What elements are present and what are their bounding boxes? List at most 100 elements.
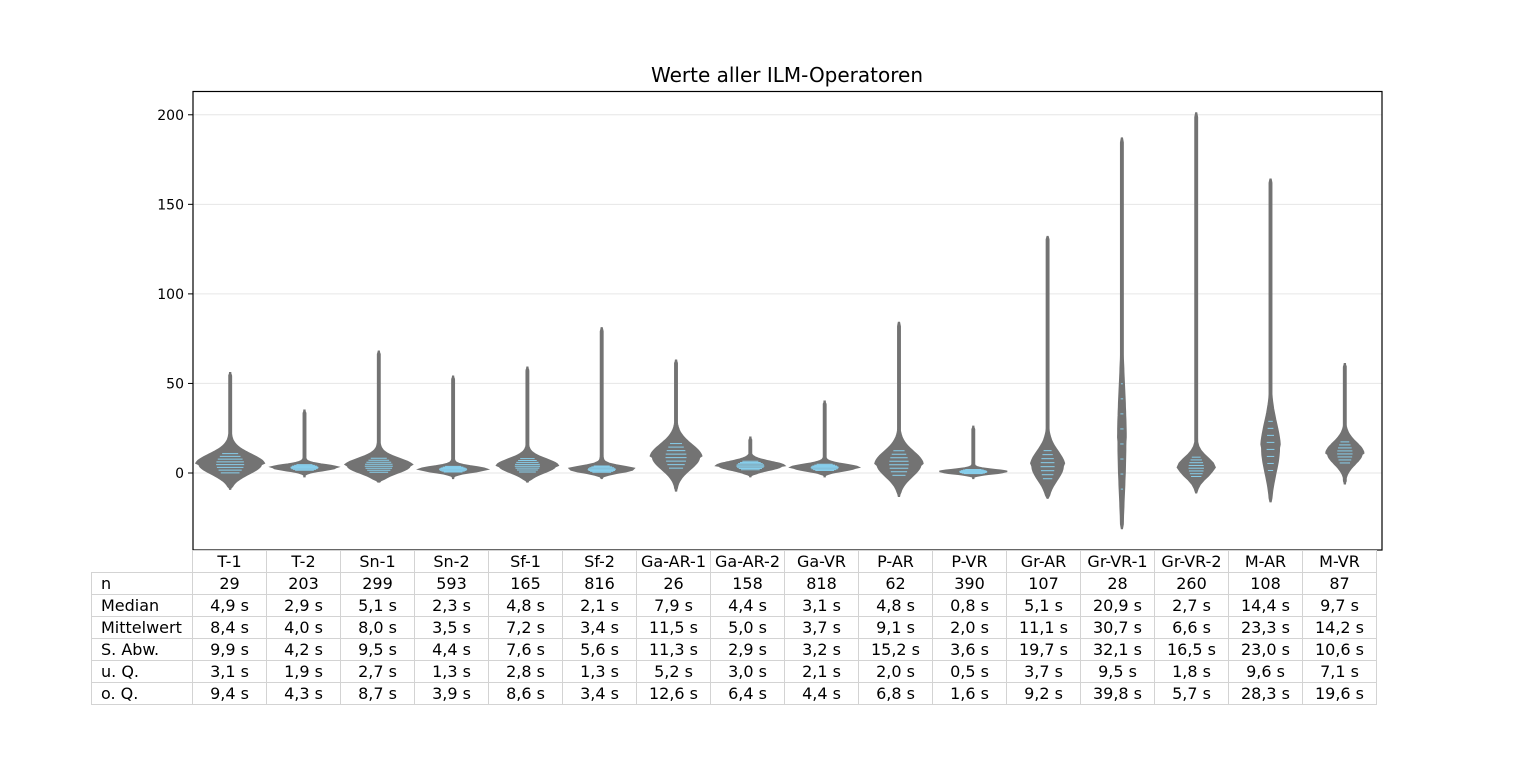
table-cell: 8,7 s xyxy=(340,682,415,705)
table-cell: 6,6 s xyxy=(1154,616,1229,639)
table-cell: 1,8 s xyxy=(1154,660,1229,683)
table-cell: 39,8 s xyxy=(1080,682,1155,705)
table-cell: 3,9 s xyxy=(414,682,489,705)
table-cell: 3,4 s xyxy=(562,682,637,705)
table-cell: 20,9 s xyxy=(1080,594,1155,617)
table-row: o. Q. 9,4 s 4,3 s 8,7 s 3,9 s 8,6 s 3,4 s 12,6 … xyxy=(91,682,1377,705)
table-cell: 2,1 s xyxy=(562,594,637,617)
table-cell: 15,2 s xyxy=(858,638,933,661)
table-row-label: Median xyxy=(91,594,193,617)
violin-shape xyxy=(1176,112,1216,494)
y-tick-label: 0 xyxy=(175,466,184,482)
table-cell: 3,7 s xyxy=(1006,660,1081,683)
violin-shape xyxy=(1029,235,1066,499)
table-column-header: Sn-2 xyxy=(414,550,489,573)
table-cell: 818 xyxy=(784,572,859,595)
violin-Sf-2 xyxy=(567,327,636,480)
table-corner xyxy=(91,550,193,573)
violin-Gr-VR-1 xyxy=(1117,137,1127,530)
table-cell: 2,1 s xyxy=(784,660,859,683)
violin-Sn-1 xyxy=(343,350,414,483)
y-tick-label: 150 xyxy=(157,197,184,213)
table-cell: 3,1 s xyxy=(784,594,859,617)
violin-shape xyxy=(343,350,414,483)
y-tick-label: 50 xyxy=(166,376,184,392)
table-cell: 3,0 s xyxy=(710,660,785,683)
violin-shape xyxy=(495,366,560,483)
table-header-row: T-1 T-2 Sn-1 Sn-2 Sf-1 Sf-2 Ga-AR-1 Ga-AR-2 Ga-V… xyxy=(91,550,1377,573)
table-cell: 8,4 s xyxy=(192,616,267,639)
table-cell: 3,1 s xyxy=(192,660,267,683)
table-cell: 7,9 s xyxy=(636,594,711,617)
table-cell: 4,4 s xyxy=(784,682,859,705)
table-column-header: Ga-AR-2 xyxy=(710,550,785,573)
table-cell: 3,7 s xyxy=(784,616,859,639)
table-cell: 9,9 s xyxy=(192,638,267,661)
table-cell: 1,3 s xyxy=(562,660,637,683)
violin-shape xyxy=(939,425,1008,480)
table-cell: 2,9 s xyxy=(710,638,785,661)
table-cell: 3,2 s xyxy=(784,638,859,661)
table-cell: 23,3 s xyxy=(1228,616,1303,639)
table-cell: 1,9 s xyxy=(266,660,341,683)
table-row: Median 4,9 s 2,9 s 5,1 s 2,3 s 4,8 s 2,1 s 7,9 … xyxy=(91,594,1377,617)
violin-Sf-1 xyxy=(495,366,560,483)
violin-shape xyxy=(1325,362,1365,485)
table-cell: 2,7 s xyxy=(1154,594,1229,617)
violin-shape xyxy=(268,409,341,478)
violin-M-AR xyxy=(1260,178,1281,503)
statistics-table: T-1 T-2 Sn-1 Sn-2 Sf-1 Sf-2 Ga-AR-1 Ga-AR-2 Ga-V… xyxy=(91,550,1377,705)
table-cell: 32,1 s xyxy=(1080,638,1155,661)
table-cell: 2,3 s xyxy=(414,594,489,617)
table-cell: 4,4 s xyxy=(414,638,489,661)
table-cell: 16,5 s xyxy=(1154,638,1229,661)
table-cell: 11,3 s xyxy=(636,638,711,661)
violin-Sn-2 xyxy=(416,375,491,480)
table-cell: 9,1 s xyxy=(858,616,933,639)
table-cell: 14,4 s xyxy=(1228,594,1303,617)
grid-lines xyxy=(193,114,1382,474)
table-cell: 0,8 s xyxy=(932,594,1007,617)
table-cell: 19,6 s xyxy=(1302,682,1377,705)
table-cell: 5,7 s xyxy=(1154,682,1229,705)
violin-shape xyxy=(567,327,636,480)
violin-P-AR xyxy=(874,321,924,498)
table-cell: 62 xyxy=(858,572,933,595)
violin-Ga-AR-2 xyxy=(714,436,787,478)
violin-T-1 xyxy=(194,371,266,490)
table-row-label: S. Abw. xyxy=(91,638,193,661)
table-cell: 14,2 s xyxy=(1302,616,1377,639)
table-cell: 28,3 s xyxy=(1228,682,1303,705)
violin-Ga-AR-1 xyxy=(649,359,703,492)
table-column-header: Gr-VR-2 xyxy=(1154,550,1229,573)
table-cell: 29 xyxy=(192,572,267,595)
violin-shape xyxy=(649,359,703,492)
table-cell: 5,1 s xyxy=(1006,594,1081,617)
table-cell: 2,7 s xyxy=(340,660,415,683)
table-cell: 6,8 s xyxy=(858,682,933,705)
table-column-header: Sf-1 xyxy=(488,550,563,573)
table-cell: 1,6 s xyxy=(932,682,1007,705)
y-tick-label: 200 xyxy=(157,108,184,124)
table-cell: 108 xyxy=(1228,572,1303,595)
table-row-label: o. Q. xyxy=(91,682,193,705)
violin-Gr-VR-2 xyxy=(1176,112,1216,494)
table-cell: 87 xyxy=(1302,572,1377,595)
violin-M-VR xyxy=(1325,362,1365,485)
table-cell: 5,2 s xyxy=(636,660,711,683)
table-row-label: Mittelwert xyxy=(91,616,193,639)
table-cell: 9,6 s xyxy=(1228,660,1303,683)
violin-shape xyxy=(874,321,924,498)
table-cell: 11,5 s xyxy=(636,616,711,639)
table-column-header: T-1 xyxy=(192,550,267,573)
table-cell: 0,5 s xyxy=(932,660,1007,683)
violin-T-2 xyxy=(268,409,341,478)
table-cell: 9,4 s xyxy=(192,682,267,705)
violin-shape xyxy=(788,400,862,478)
violin-shape xyxy=(194,371,266,490)
table-column-header: Sf-2 xyxy=(562,550,637,573)
table-cell: 2,0 s xyxy=(932,616,1007,639)
table-cell: 3,6 s xyxy=(932,638,1007,661)
table-cell: 5,0 s xyxy=(710,616,785,639)
table-cell: 26 xyxy=(636,572,711,595)
